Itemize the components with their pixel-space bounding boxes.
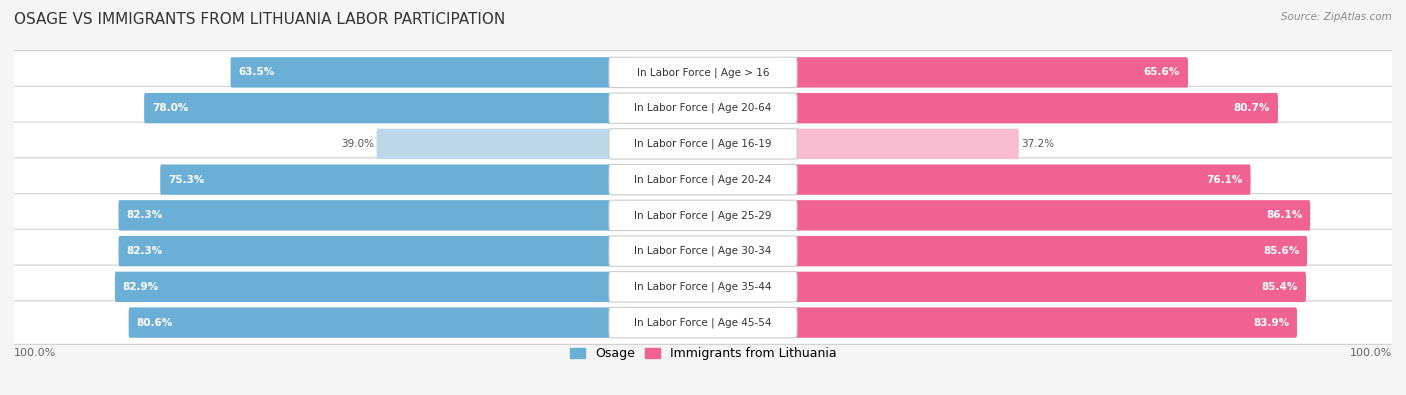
FancyBboxPatch shape — [794, 236, 1308, 266]
Text: 100.0%: 100.0% — [1350, 348, 1392, 358]
FancyBboxPatch shape — [794, 200, 1310, 231]
Text: 100.0%: 100.0% — [14, 348, 56, 358]
FancyBboxPatch shape — [794, 272, 1306, 302]
Text: OSAGE VS IMMIGRANTS FROM LITHUANIA LABOR PARTICIPATION: OSAGE VS IMMIGRANTS FROM LITHUANIA LABOR… — [14, 12, 505, 27]
Text: Source: ZipAtlas.com: Source: ZipAtlas.com — [1281, 12, 1392, 22]
Text: 80.6%: 80.6% — [136, 318, 173, 327]
FancyBboxPatch shape — [794, 307, 1296, 338]
FancyBboxPatch shape — [13, 265, 1393, 308]
FancyBboxPatch shape — [609, 236, 797, 266]
Text: 65.6%: 65.6% — [1144, 68, 1180, 77]
Text: 76.1%: 76.1% — [1206, 175, 1243, 184]
Text: 82.3%: 82.3% — [127, 246, 163, 256]
Text: 63.5%: 63.5% — [239, 68, 274, 77]
FancyBboxPatch shape — [794, 129, 1019, 159]
FancyBboxPatch shape — [609, 272, 797, 302]
Text: In Labor Force | Age 25-29: In Labor Force | Age 25-29 — [634, 210, 772, 221]
FancyBboxPatch shape — [609, 164, 797, 195]
Text: In Labor Force | Age 20-64: In Labor Force | Age 20-64 — [634, 103, 772, 113]
Text: In Labor Force | Age > 16: In Labor Force | Age > 16 — [637, 67, 769, 78]
FancyBboxPatch shape — [118, 200, 612, 231]
FancyBboxPatch shape — [115, 272, 612, 302]
Text: In Labor Force | Age 35-44: In Labor Force | Age 35-44 — [634, 282, 772, 292]
Text: 82.3%: 82.3% — [127, 211, 163, 220]
Text: 78.0%: 78.0% — [152, 103, 188, 113]
Text: 82.9%: 82.9% — [122, 282, 159, 292]
FancyBboxPatch shape — [609, 93, 797, 123]
Text: In Labor Force | Age 45-54: In Labor Force | Age 45-54 — [634, 317, 772, 328]
FancyBboxPatch shape — [609, 307, 797, 338]
Text: 80.7%: 80.7% — [1233, 103, 1270, 113]
FancyBboxPatch shape — [160, 164, 612, 195]
Text: In Labor Force | Age 30-34: In Labor Force | Age 30-34 — [634, 246, 772, 256]
FancyBboxPatch shape — [13, 194, 1393, 237]
FancyBboxPatch shape — [118, 236, 612, 266]
Text: 75.3%: 75.3% — [169, 175, 204, 184]
FancyBboxPatch shape — [794, 93, 1278, 123]
FancyBboxPatch shape — [13, 301, 1393, 344]
Text: 86.1%: 86.1% — [1265, 211, 1302, 220]
FancyBboxPatch shape — [13, 229, 1393, 273]
Text: 85.6%: 85.6% — [1263, 246, 1299, 256]
FancyBboxPatch shape — [128, 307, 612, 338]
FancyBboxPatch shape — [794, 57, 1188, 88]
Text: 83.9%: 83.9% — [1253, 318, 1289, 327]
FancyBboxPatch shape — [13, 158, 1393, 201]
FancyBboxPatch shape — [609, 57, 797, 88]
FancyBboxPatch shape — [609, 129, 797, 159]
Text: 85.4%: 85.4% — [1261, 282, 1298, 292]
FancyBboxPatch shape — [609, 200, 797, 231]
Legend: Osage, Immigrants from Lithuania: Osage, Immigrants from Lithuania — [565, 342, 841, 365]
FancyBboxPatch shape — [377, 129, 612, 159]
Text: 39.0%: 39.0% — [342, 139, 374, 149]
FancyBboxPatch shape — [13, 51, 1393, 94]
FancyBboxPatch shape — [13, 122, 1393, 166]
FancyBboxPatch shape — [794, 164, 1250, 195]
FancyBboxPatch shape — [231, 57, 612, 88]
Text: 37.2%: 37.2% — [1021, 139, 1054, 149]
Text: In Labor Force | Age 16-19: In Labor Force | Age 16-19 — [634, 139, 772, 149]
FancyBboxPatch shape — [13, 87, 1393, 130]
Text: In Labor Force | Age 20-24: In Labor Force | Age 20-24 — [634, 174, 772, 185]
FancyBboxPatch shape — [145, 93, 612, 123]
